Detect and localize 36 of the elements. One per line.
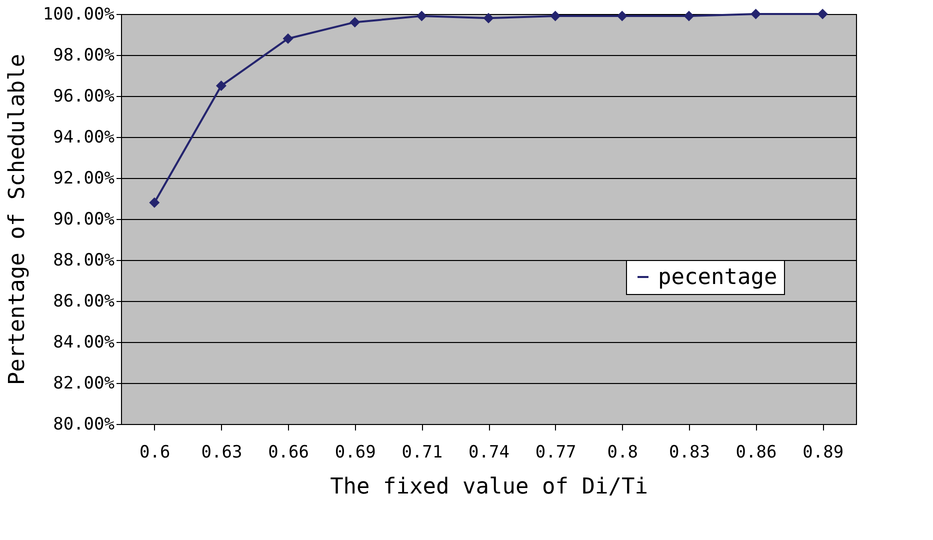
point (282, 33, 294, 44)
point (817, 8, 828, 20)
y-tick-label: 98.00% (53, 46, 114, 66)
x-tick-label: 0.8 (607, 442, 638, 462)
y-tick-label: 90.00% (53, 210, 114, 230)
legend-label: pecentage (658, 265, 778, 290)
x-tick-label: 0.71 (402, 442, 443, 462)
x-tick-label: 0.89 (802, 442, 844, 462)
x-tick-label: 0.83 (668, 442, 710, 462)
x-tick-label: 0.74 (468, 442, 510, 462)
y-tick-label: 80.00% (53, 414, 114, 434)
point (550, 10, 561, 22)
point (416, 10, 427, 22)
y-tick-label: 88.00% (53, 250, 114, 270)
y-tick-label: 96.00% (53, 86, 114, 106)
point (350, 16, 360, 28)
point (616, 10, 628, 22)
y-tick-label: 100.00% (42, 4, 114, 24)
x-axis-title: The fixed value of Di/Ti (330, 474, 648, 500)
point (216, 80, 226, 91)
x-tick-label: 0.86 (736, 442, 777, 462)
y-tick-label: 92.00% (53, 168, 114, 188)
x-tick-label: 0.6 (140, 442, 170, 462)
point (149, 197, 160, 208)
y-axis-title: Pertentage of Schedulable (4, 54, 30, 386)
x-tick-label: 0.66 (268, 442, 310, 462)
x-tick-label: 0.77 (535, 442, 576, 462)
point (483, 12, 494, 24)
y-tick-label: 94.00% (53, 128, 114, 148)
x-tick-label: 0.69 (334, 442, 376, 462)
y-tick-label: 84.00% (53, 332, 114, 352)
y-tick-label: 86.00% (53, 292, 114, 312)
point (750, 8, 762, 20)
y-tick-label: 82.00% (53, 374, 114, 394)
x-tick-label: 0.63 (201, 442, 242, 462)
point (684, 10, 694, 22)
